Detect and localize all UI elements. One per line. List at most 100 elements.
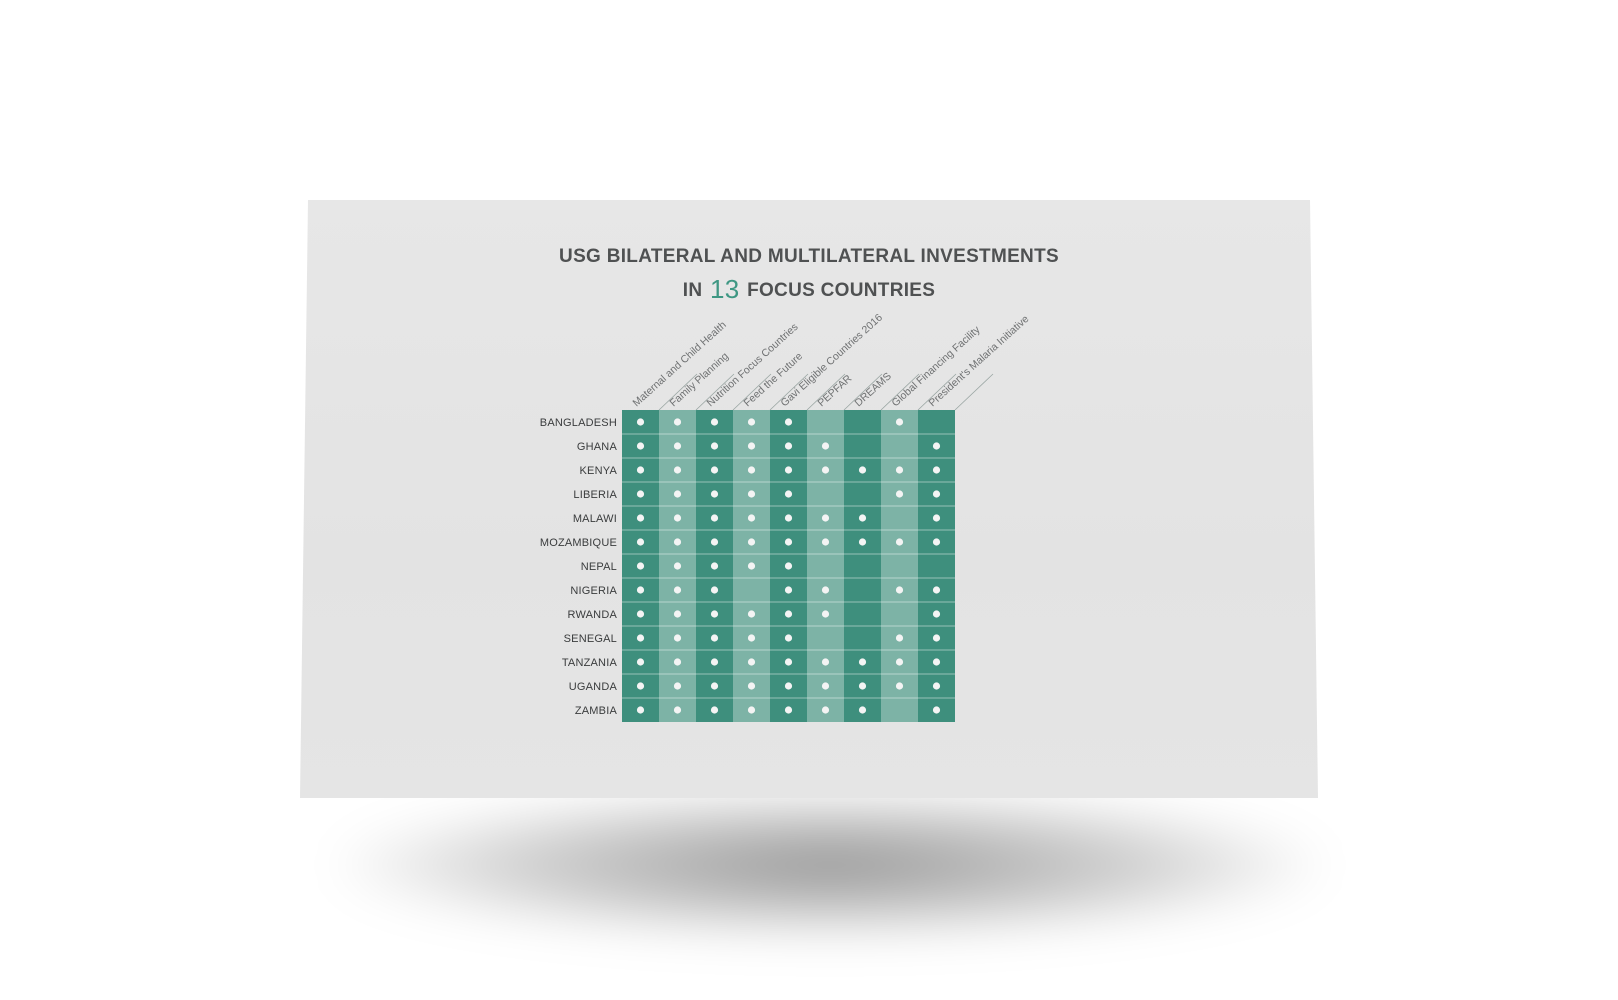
investment-dot [932,634,941,642]
investment-dot [710,562,719,570]
investment-dot [636,610,645,618]
column-band-8 [881,410,918,722]
country-label: TANZANIA [562,657,618,669]
investment-dot [673,586,682,594]
investment-dot [784,706,793,714]
investment-dot [747,706,756,714]
investment-dot [710,466,719,474]
column-leader-line [880,373,920,411]
investment-dot [932,514,941,522]
column-leader-line [695,373,735,411]
investment-dot [784,562,793,570]
investment-dot [636,658,645,666]
column-band-6 [807,410,844,722]
title-suffix: FOCUS COUNTRIES [747,280,936,301]
investment-dot [784,466,793,474]
investment-dot [673,466,682,474]
investment-dot [821,682,830,690]
investment-dot [821,466,830,474]
country-label: KENYA [580,465,618,477]
investment-dot [673,418,682,426]
investment-dot [932,466,941,474]
investment-dot [895,466,904,474]
investment-dot [821,658,830,666]
investment-dot [784,658,793,666]
investment-dot [673,634,682,642]
investment-dot [636,514,645,522]
country-label: MALAWI [573,513,617,525]
investment-dot [710,610,719,618]
investment-dot [895,658,904,666]
investment-dot [710,442,719,450]
title-focus-count: 13 [709,274,740,304]
investment-dot [710,706,719,714]
investment-dot [784,514,793,522]
investment-dot [895,538,904,546]
country-label: GHANA [577,441,618,453]
country-label: NEPAL [581,561,617,573]
investment-dot [710,586,719,594]
investment-dot [710,658,719,666]
column-leader-line [806,373,846,411]
investment-dot [858,466,867,474]
investment-dot [747,466,756,474]
investment-dot [784,538,793,546]
column-band-7 [844,410,881,722]
investment-dot [673,490,682,498]
column-leader-line [658,373,698,411]
investment-dot [673,658,682,666]
country-label: ZAMBIA [575,705,618,717]
investment-dot [784,682,793,690]
investment-dot [636,442,645,450]
country-label: LIBERIA [573,489,617,501]
investment-dot [821,538,830,546]
investment-dot [821,610,830,618]
investment-dot [784,586,793,594]
investment-dot [821,706,830,714]
investment-dot [636,706,645,714]
investment-dot [932,658,941,666]
investment-dot [636,586,645,594]
investment-dot [710,514,719,522]
country-label: SENEGAL [564,633,617,645]
investment-dot [747,538,756,546]
investment-dot [784,442,793,450]
investment-dot [747,442,756,450]
column-leader-line [954,373,994,411]
card-shadow [330,790,1330,940]
investment-dot [673,442,682,450]
investment-dot [895,490,904,498]
investment-dot [710,490,719,498]
investment-dot [784,610,793,618]
country-label: BANGLADESH [540,417,617,429]
investment-dot [821,442,830,450]
investment-dot [821,514,830,522]
investment-dot [673,610,682,618]
investment-dot [932,538,941,546]
investment-dot [636,538,645,546]
column-leader-line [917,373,957,411]
investment-dot [747,490,756,498]
investment-dot [858,538,867,546]
country-label: UGANDA [569,681,618,693]
chart-title-line-2: IN 13 FOCUS COUNTRIES [300,274,1318,305]
country-label: NIGERIA [570,585,617,597]
investment-dot [747,418,756,426]
investment-dot [747,514,756,522]
investment-dot [895,682,904,690]
investment-dot [673,514,682,522]
column-leader-line [843,373,883,411]
investment-dot [932,610,941,618]
investment-dot [895,418,904,426]
investment-dot [673,706,682,714]
investment-dot [673,538,682,546]
investment-dot [784,634,793,642]
investment-dot [747,682,756,690]
investment-dot [673,682,682,690]
column-leader-line [732,373,772,411]
investment-dot [932,682,941,690]
investment-dot [858,658,867,666]
country-label: RWANDA [568,609,618,621]
investment-dot [821,586,830,594]
